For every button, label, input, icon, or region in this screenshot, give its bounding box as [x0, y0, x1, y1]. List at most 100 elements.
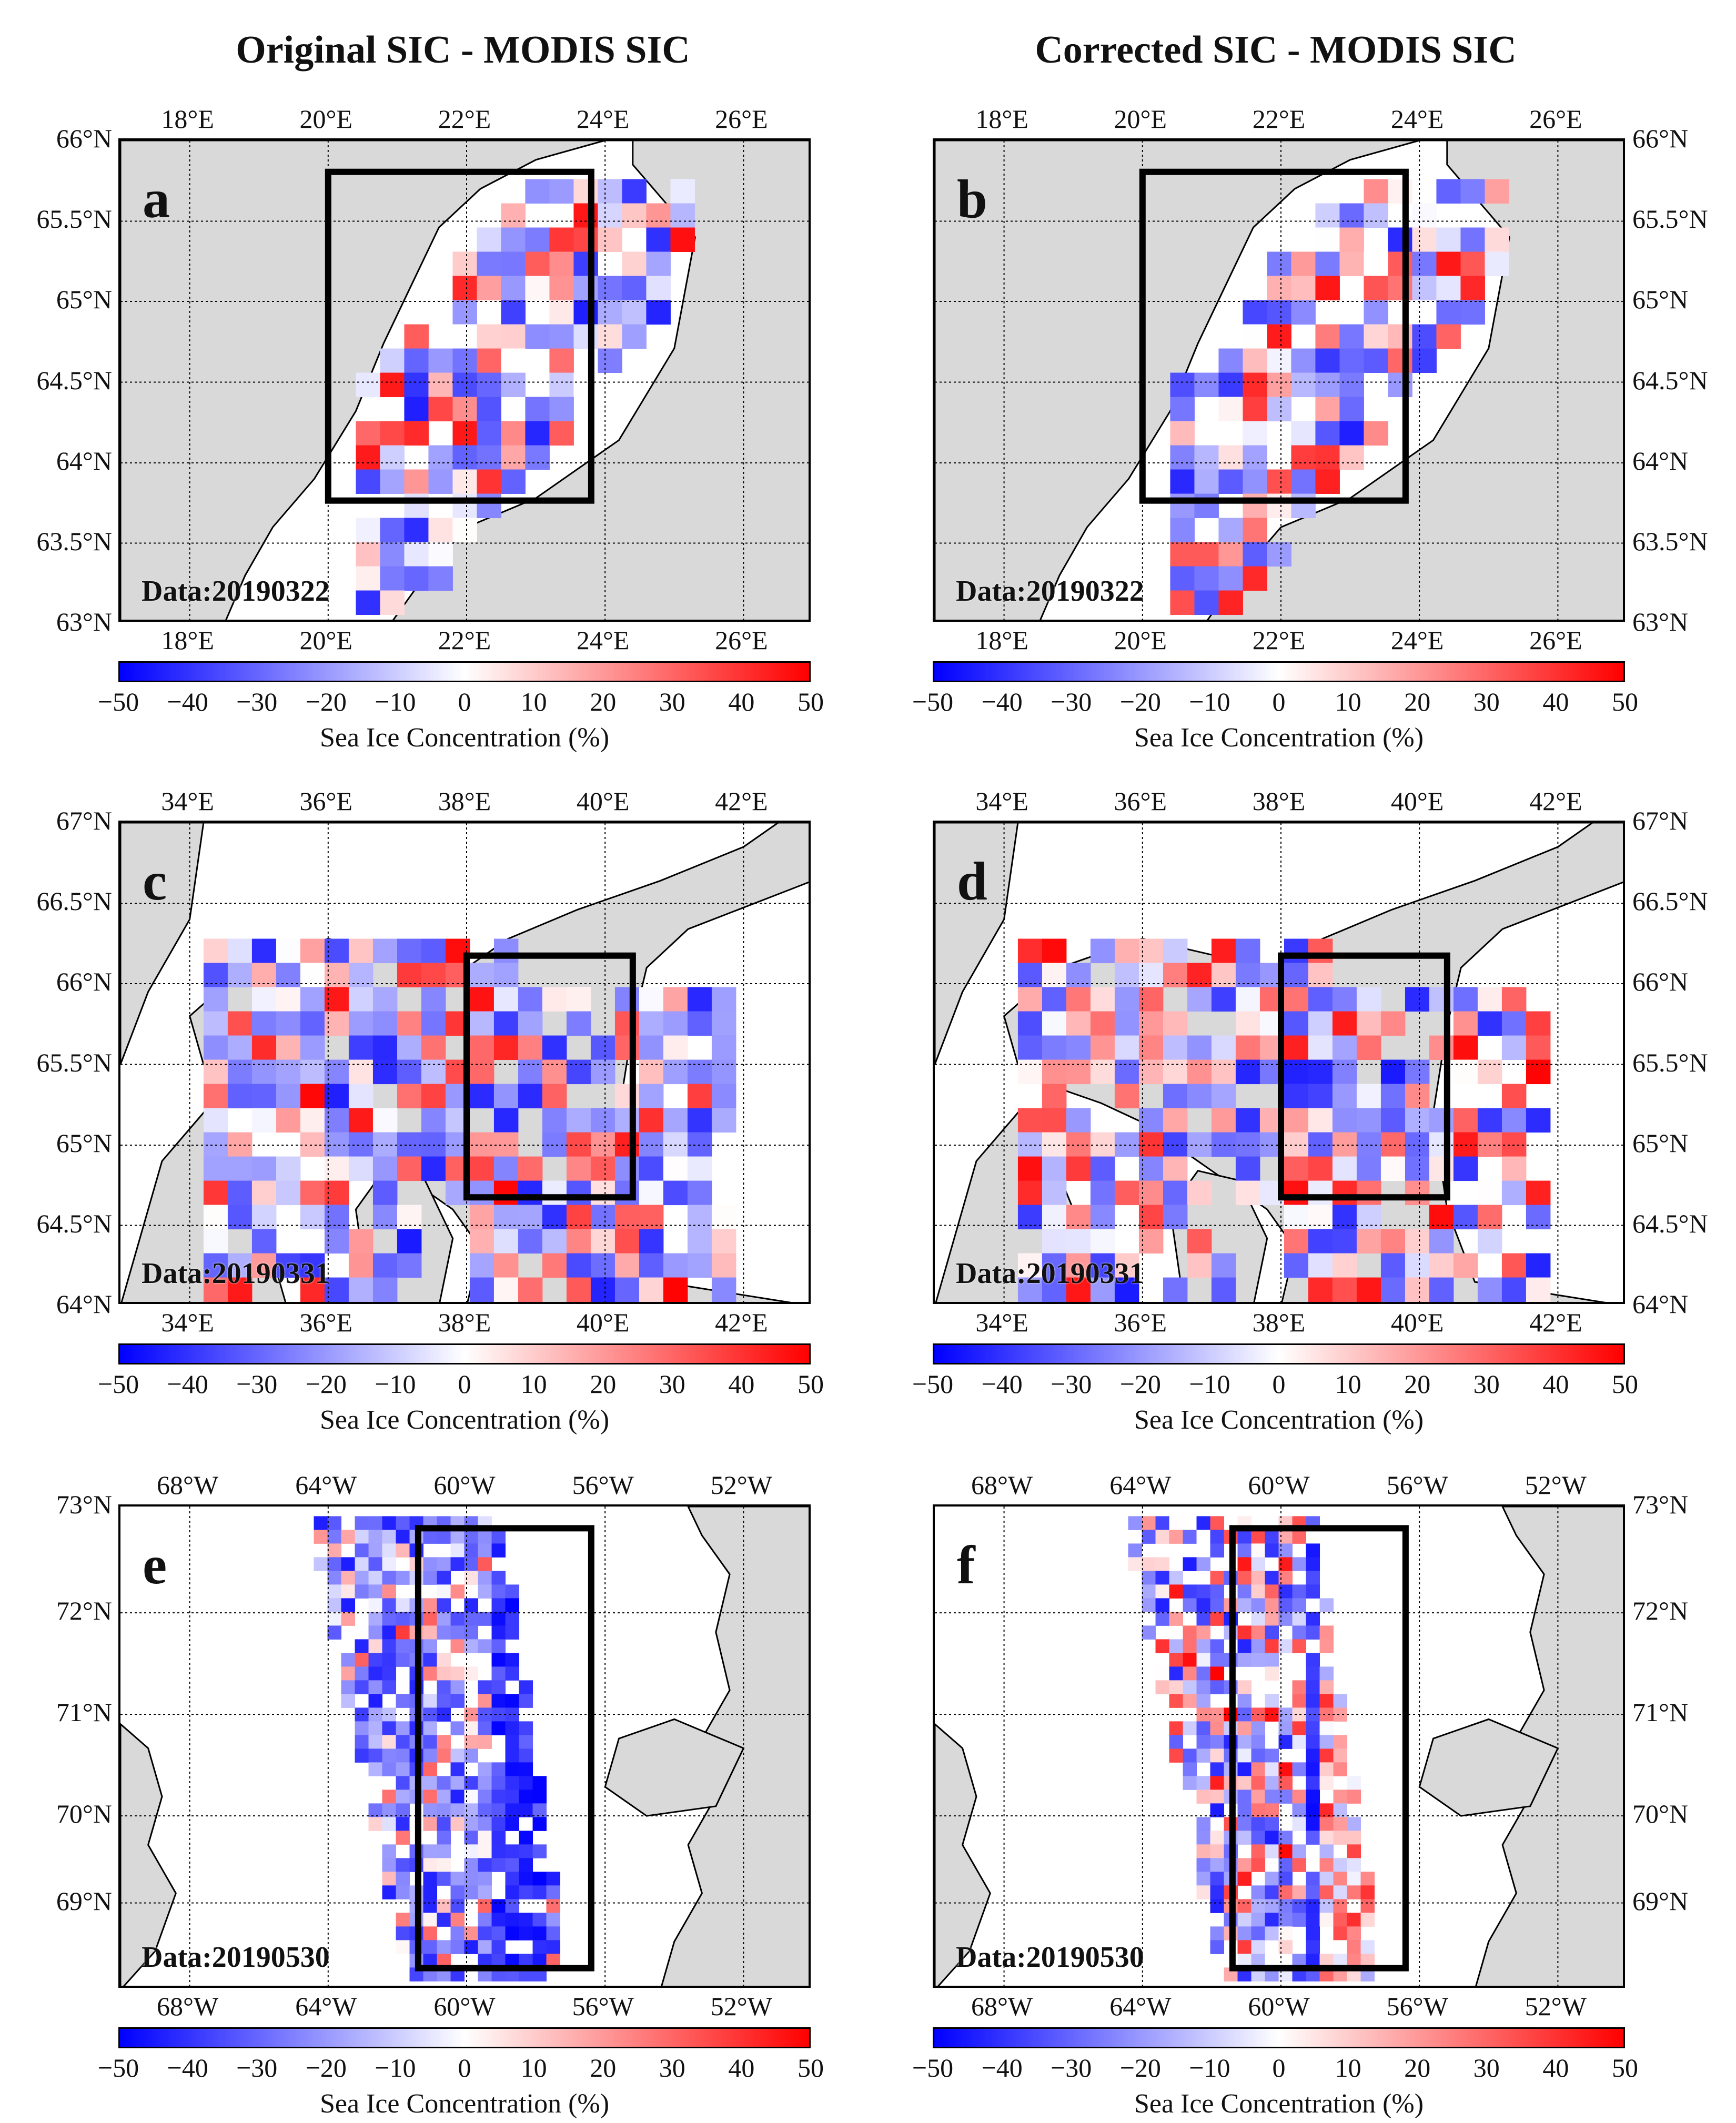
sic-anomaly-cell	[450, 1639, 465, 1653]
sic-anomaly-cell	[437, 1790, 451, 1804]
sic-anomaly-cell	[1453, 1253, 1478, 1278]
sic-anomaly-cell	[1196, 1666, 1211, 1681]
sic-anomaly-cell	[452, 518, 477, 543]
sic-anomaly-cell	[1251, 1913, 1266, 1927]
sic-anomaly-cell	[437, 1598, 451, 1612]
sic-anomaly-cell	[1265, 1926, 1279, 1940]
lat-tick: 67°N	[56, 806, 112, 835]
lon-tick-top: 60°W	[433, 1470, 496, 1500]
sic-anomaly-cell	[368, 1707, 383, 1722]
sic-anomaly-cell	[1460, 276, 1485, 301]
sic-anomaly-cell	[276, 1108, 301, 1133]
sic-anomaly-cell	[450, 1680, 465, 1694]
sic-anomaly-cell	[423, 1612, 438, 1626]
sic-anomaly-cell	[1265, 1885, 1279, 1899]
sic-anomaly-cell	[505, 1762, 520, 1776]
sic-anomaly-cell	[505, 1735, 520, 1749]
sic-anomaly-cell	[437, 1680, 451, 1694]
sic-anomaly-cell	[1237, 1817, 1252, 1831]
sic-anomaly-cell	[1306, 1584, 1320, 1599]
sic-anomaly-cell	[1210, 1735, 1225, 1749]
lon-tick-bottom: 24°E	[576, 625, 630, 655]
sic-anomaly-cell	[382, 1762, 397, 1776]
sic-anomaly-cell	[1412, 227, 1437, 252]
sic-anomaly-cell	[1237, 1721, 1252, 1735]
sic-anomaly-cell	[478, 1694, 492, 1708]
colorbar-tick: 30	[1473, 1369, 1500, 1399]
sic-anomaly-cell	[276, 1253, 301, 1278]
sic-anomaly-cell	[382, 1885, 397, 1899]
colorbar-tick: −20	[1119, 2053, 1161, 2082]
sic-anomaly-cell	[1170, 518, 1195, 543]
sic-anomaly-cell	[1235, 987, 1260, 1012]
sic-anomaly-cell	[1211, 1277, 1236, 1302]
sic-anomaly-cell	[1388, 179, 1412, 204]
lat-tick: 65°N	[56, 285, 112, 315]
sic-anomaly-cell	[1163, 963, 1188, 988]
sic-anomaly-cell	[372, 1108, 398, 1133]
sic-anomaly-cell	[1364, 300, 1388, 325]
sic-anomaly-cell	[1265, 1571, 1279, 1585]
sic-anomaly-cell	[356, 372, 380, 398]
sic-anomaly-cell	[519, 1913, 533, 1927]
sic-anomaly-cell	[1210, 1776, 1225, 1790]
sic-anomaly-cell	[663, 987, 688, 1012]
sic-anomaly-cell	[368, 1543, 383, 1558]
sic-anomaly-cell	[1251, 1625, 1266, 1640]
sic-anomaly-cell	[1308, 1277, 1333, 1302]
sic-anomaly-cell	[1356, 1035, 1381, 1060]
sic-anomaly-cell	[1332, 987, 1357, 1012]
sic-anomaly-cell	[493, 1180, 519, 1206]
sic-anomaly-cell	[1194, 566, 1219, 591]
sic-anomaly-cell	[396, 1748, 410, 1763]
sic-anomaly-cell	[542, 1253, 567, 1278]
lat-tick: 71°N	[1632, 1697, 1689, 1727]
sic-anomaly-cell	[639, 1156, 664, 1181]
sic-anomaly-cell	[437, 1913, 451, 1927]
sic-anomaly-cell	[341, 1666, 356, 1681]
sic-anomaly-cell	[478, 1571, 492, 1585]
sic-anomaly-cell	[1405, 1156, 1430, 1181]
sic-anomaly-cell	[464, 1612, 479, 1626]
sic-anomaly-cell	[1196, 1694, 1211, 1708]
sic-anomaly-cell	[469, 1132, 494, 1157]
colorbar	[118, 2027, 811, 2048]
sic-anomaly-cell	[505, 1707, 520, 1722]
sic-anomaly-cell	[1284, 987, 1309, 1012]
sic-anomaly-cell	[1265, 1831, 1279, 1845]
sic-anomaly-cell	[1306, 1762, 1320, 1776]
sic-anomaly-cell	[1315, 469, 1340, 494]
sic-anomaly-cell	[1183, 1653, 1197, 1667]
sic-anomaly-cell	[1306, 1557, 1320, 1571]
sic-anomaly-cell	[573, 179, 598, 204]
sic-anomaly-cell	[1501, 1156, 1527, 1181]
sic-anomaly-cell	[1292, 1858, 1307, 1872]
sic-anomaly-cell	[573, 372, 598, 398]
sic-anomaly-cell	[525, 324, 550, 349]
sic-anomaly-cell	[1339, 227, 1364, 252]
sic-anomaly-cell	[711, 1277, 736, 1302]
sic-anomaly-cell	[1412, 203, 1437, 228]
sic-anomaly-cell	[203, 1108, 228, 1133]
sic-anomaly-cell	[1356, 1108, 1381, 1133]
sic-anomaly-cell	[622, 179, 647, 204]
sic-anomaly-cell	[573, 203, 598, 228]
sic-anomaly-cell	[1251, 1612, 1266, 1626]
sic-anomaly-cell	[501, 300, 526, 325]
sic-anomaly-cell	[1196, 1858, 1211, 1872]
sic-anomaly-cell	[404, 421, 429, 446]
sic-anomaly-cell	[478, 1557, 492, 1571]
sic-anomaly-cell	[300, 987, 325, 1012]
sic-anomaly-cell	[477, 421, 501, 446]
sic-anomaly-cell	[1356, 1132, 1381, 1157]
sic-anomaly-cell	[549, 251, 574, 277]
colorbar-tick: −40	[981, 2053, 1023, 2082]
sic-anomaly-cell	[566, 1253, 591, 1278]
sic-anomaly-cell	[1267, 251, 1291, 277]
colorbar-tick: 40	[1542, 2053, 1569, 2082]
sic-anomaly-cell	[478, 1803, 492, 1817]
sic-anomaly-cell	[478, 1612, 492, 1626]
colorbar-tick: −10	[375, 1369, 416, 1399]
sic-anomaly-cell	[276, 987, 301, 1012]
sic-anomaly-cell	[437, 1694, 451, 1708]
